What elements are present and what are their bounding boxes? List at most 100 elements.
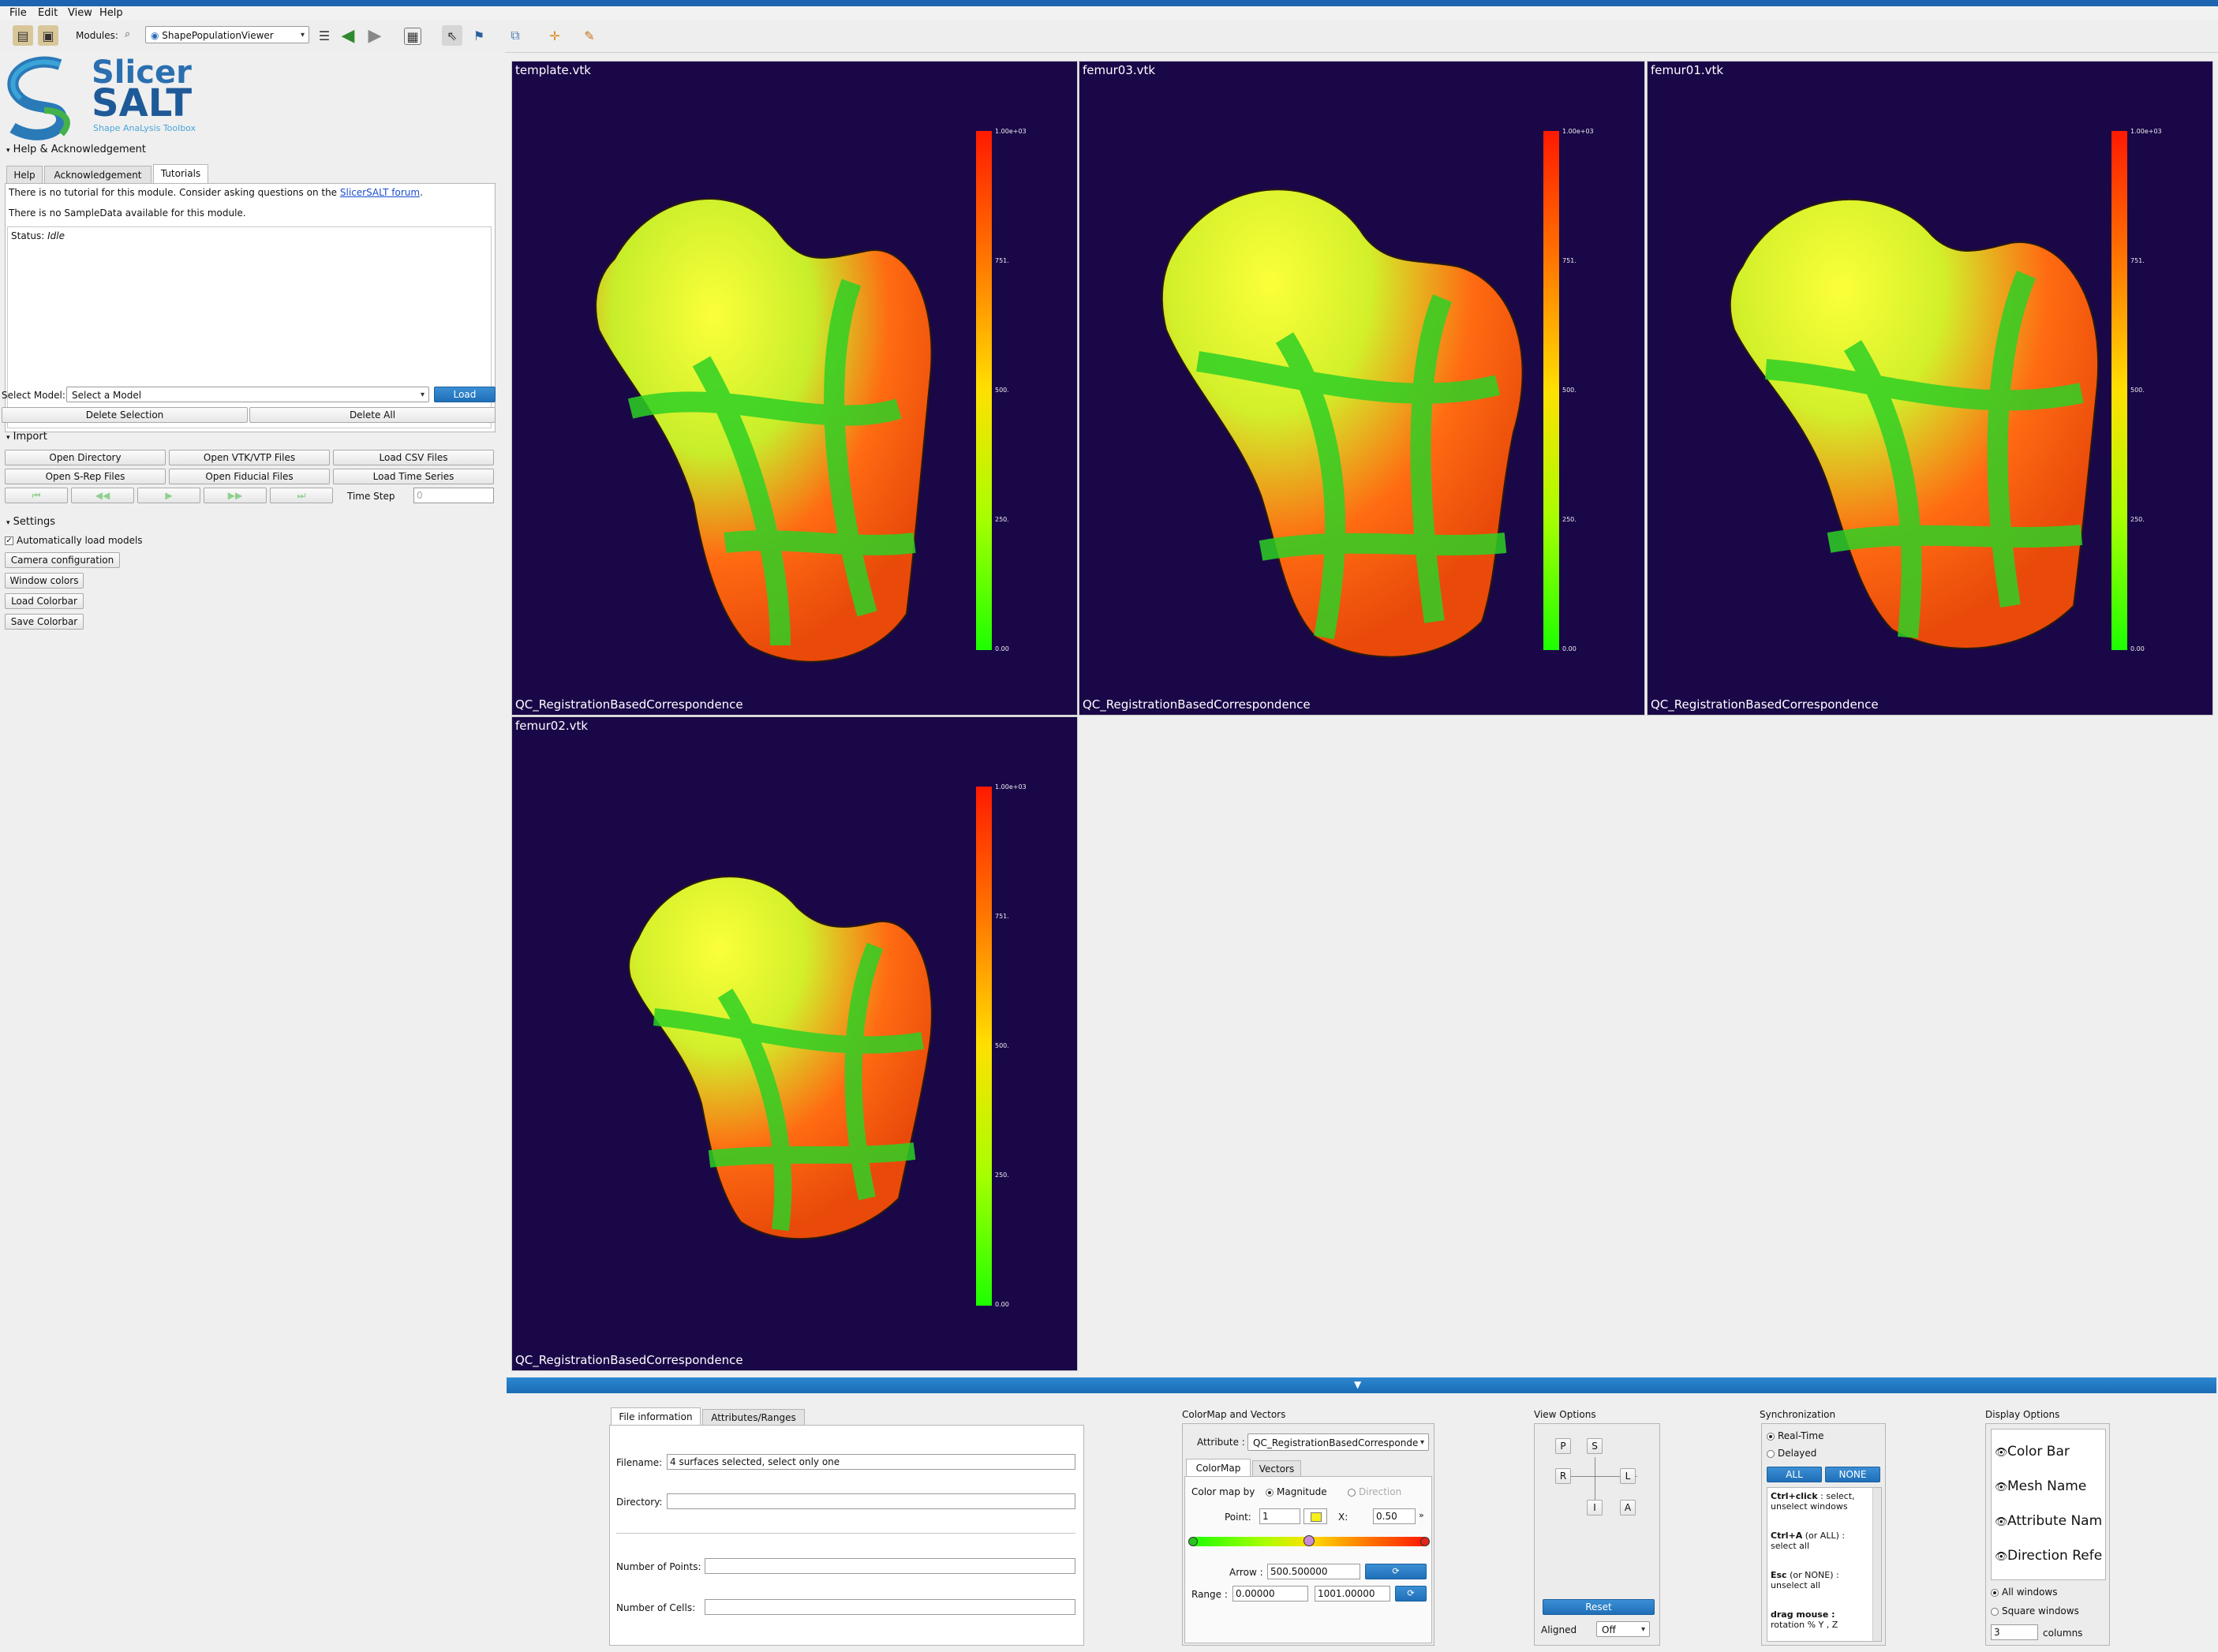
load-time-series-button[interactable]: Load Time Series [333,469,494,484]
auto-load-checkbox[interactable]: ✓ Automatically load models [5,535,143,546]
viewer-femur03[interactable]: femur03.vtk 1.00e+03 751. 500. 250. 0.00… [1079,61,1645,716]
delete-selection-button[interactable]: Delete Selection [2,407,248,423]
view-r-button[interactable]: R [1555,1468,1571,1484]
tab-attributes-ranges[interactable]: Attributes/Ranges [702,1409,805,1425]
directory-field[interactable] [667,1493,1075,1509]
display-item-color-bar[interactable]: 👁Color Bar [1995,1444,2070,1460]
menu-file[interactable]: File [9,7,27,19]
menu-help[interactable]: Help [99,7,123,19]
aligned-combobox[interactable]: Off ▾ [1596,1621,1650,1637]
help-section-title: Help & Acknowledgement [13,144,146,155]
range-refresh-icon[interactable]: ⟳ [1395,1586,1427,1602]
reset-view-button[interactable]: Reset [1543,1599,1655,1615]
tab-colormap[interactable]: ColorMap [1186,1459,1251,1476]
tab-file-information[interactable]: File information [611,1407,701,1425]
next-frame-icon[interactable]: ▶▶ [204,488,267,503]
crosshair-icon[interactable]: ✛ [549,28,560,43]
play-icon[interactable]: ▶ [137,488,200,503]
tab-acknowledgement[interactable]: Acknowledgement [44,166,151,183]
expand-icon[interactable]: » [1419,1510,1424,1520]
load-colorbar-button[interactable]: Load Colorbar [5,593,84,609]
menu-view[interactable]: View [68,7,92,19]
open-fiducial-button[interactable]: Open Fiducial Files [169,469,330,484]
display-item-label: Attribute Nam [2007,1513,2103,1529]
display-item-mesh-name[interactable]: 👁Mesh Name [1995,1478,2086,1494]
view-p-button[interactable]: P [1555,1438,1571,1454]
open-srep-button[interactable]: Open S-Rep Files [5,469,166,484]
display-item-attribute-name[interactable]: 👁Attribute Nam [1995,1513,2102,1529]
place-fiducial-icon[interactable]: ⚑ [473,28,485,43]
tab-help[interactable]: Help [6,166,43,183]
camera-configuration-button[interactable]: Camera configuration [5,552,120,568]
python-console-icon[interactable]: ▦ [404,28,421,45]
view-s-button[interactable]: S [1587,1438,1603,1454]
point-color-swatch[interactable] [1303,1508,1327,1524]
viewer-femur01[interactable]: femur01.vtk 1.00e+03 751. 500. 250. 0.00… [1647,61,2213,716]
arrow-spinbox[interactable]: 500.500000 [1267,1564,1360,1579]
forward-arrow-icon[interactable]: ▶ [368,25,382,46]
last-frame-icon[interactable]: ⏭ [270,488,333,503]
display-item-direction-reference[interactable]: 👁Direction Refe [1995,1548,2102,1564]
square-windows-radio[interactable]: Square windows [1991,1605,2079,1616]
slicersalt-forum-link[interactable]: SlicerSALT forum [339,187,421,198]
back-arrow-icon[interactable]: ◀ [341,25,355,46]
colormap-stop-handle[interactable] [1420,1537,1430,1546]
colormap-group: Attribute : QC_RegistrationBasedCorrespo… [1182,1423,1434,1646]
select-all-button[interactable]: ALL [1767,1467,1822,1482]
view-a-button[interactable]: A [1620,1500,1636,1516]
load-csv-button[interactable]: Load CSV Files [333,450,494,465]
help-section-header[interactable]: ▾ Help & Acknowledgement [6,144,146,155]
first-frame-icon[interactable]: ⏮ [5,488,68,503]
import-section-header[interactable]: ▾ Import [6,431,47,443]
columns-spinbox[interactable]: 3 [1991,1624,2038,1640]
open-vtk-vtp-button[interactable]: Open VTK/VTP Files [169,450,330,465]
module-list-icon[interactable]: ☰ [318,28,331,43]
search-icon[interactable]: ⌕ [125,28,131,40]
colormap-stop-handle[interactable] [1188,1537,1198,1546]
scrollbar[interactable] [1872,1488,1881,1641]
viewer-femur02[interactable]: femur02.vtk 1.00e+03 751. 500. 250. 0.00… [511,716,1078,1371]
data-icon[interactable]: ▤ [13,25,33,46]
arrow-refresh-icon[interactable]: ⟳ [1365,1564,1427,1579]
sync-help-text: : select, unselect windows [1771,1491,1855,1512]
all-windows-radio[interactable]: All windows [1991,1587,2057,1598]
module-selector[interactable]: ◉ ShapePopulationViewer ▾ [145,26,309,43]
select-none-button[interactable]: NONE [1825,1467,1880,1482]
attribute-combobox[interactable]: QC_RegistrationBasedCorresponde ▾ [1247,1433,1429,1451]
realtime-radio[interactable]: Real-Time [1767,1430,1823,1441]
layout-icon[interactable]: ⧉ [511,28,520,43]
collapse-arrow-icon[interactable]: ▼ [1354,1379,1362,1390]
number-of-points-field[interactable] [705,1558,1075,1574]
point-spinbox[interactable]: 1 [1259,1508,1300,1524]
x-spinbox[interactable]: 0.50 [1373,1508,1416,1524]
save-colorbar-button[interactable]: Save Colorbar [5,614,84,630]
delayed-radio[interactable]: Delayed [1767,1448,1816,1459]
delete-all-button[interactable]: Delete All [249,407,496,423]
view-l-button[interactable]: L [1620,1468,1636,1484]
time-step-spinbox[interactable]: 0 [413,488,494,503]
direction-radio[interactable]: Direction [1348,1486,1401,1497]
previous-frame-icon[interactable]: ◀◀ [71,488,134,503]
tab-tutorials[interactable]: Tutorials [153,164,208,183]
sync-help-key: drag mouse : [1771,1609,1835,1620]
pointer-icon[interactable]: ⇖ [442,25,462,46]
range-min-spinbox[interactable]: 0.00000 [1232,1586,1308,1602]
number-of-cells-field[interactable] [705,1599,1075,1615]
load-button[interactable]: Load [434,387,496,402]
markup-icon[interactable]: ✎ [584,28,595,43]
open-directory-button[interactable]: Open Directory [5,450,166,465]
filename-field[interactable]: 4 surfaces selected, select only one [667,1454,1075,1470]
menu-edit[interactable]: Edit [38,7,58,19]
magnitude-radio[interactable]: Magnitude [1266,1486,1327,1497]
panel-splitter[interactable]: ▼ [507,1377,2216,1393]
viewer-template[interactable]: template.vtk 1.00e+03 751. 500. 250. 0.0… [511,61,1078,716]
settings-section-header[interactable]: ▾ Settings [6,516,55,528]
range-max-spinbox[interactable]: 1001.00000 [1315,1586,1390,1602]
window-colors-button[interactable]: Window colors [5,573,84,589]
colormap-stop-handle[interactable] [1303,1535,1315,1546]
colorbar-tick: 751. [995,257,1009,264]
save-icon[interactable]: ▣ [38,25,58,46]
tab-vectors[interactable]: Vectors [1252,1460,1301,1476]
view-i-button[interactable]: I [1587,1500,1603,1516]
select-model-combobox[interactable]: Select a Model ▾ [66,387,429,402]
